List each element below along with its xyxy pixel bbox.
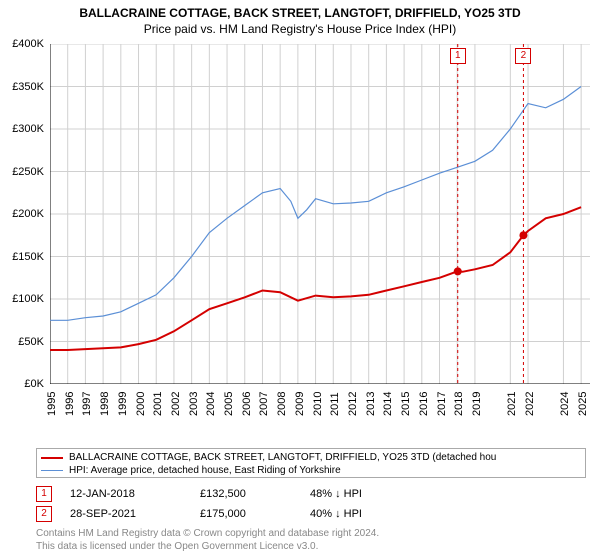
y-tick-label: £150K: [12, 251, 44, 263]
x-tick-label: 2002: [170, 392, 182, 416]
legend-row-property: BALLACRAINE COTTAGE, BACK STREET, LANGTO…: [41, 451, 581, 464]
x-tick-label: 1997: [81, 392, 93, 416]
x-tick-label: 2013: [365, 392, 377, 416]
x-tick-label: 2005: [223, 392, 235, 416]
sales-date-1: 12-JAN-2018: [70, 488, 200, 500]
x-tick-label: 2014: [382, 392, 394, 416]
sales-pct-1: 48% ↓ HPI: [310, 488, 430, 500]
x-tick-label: 2016: [418, 392, 430, 416]
footer-line2: This data is licensed under the Open Gov…: [36, 541, 379, 554]
chart-area: £0K£50K£100K£150K£200K£250K£300K£350K£40…: [50, 44, 590, 406]
y-tick-label: £50K: [18, 336, 44, 348]
x-tick-label: 2008: [276, 392, 288, 416]
sales-marker-2: 2: [36, 506, 52, 522]
chart-svg: [50, 44, 590, 384]
x-tick-label: 2025: [577, 392, 589, 416]
y-tick-label: £300K: [12, 123, 44, 135]
x-tick-label: 2003: [188, 392, 200, 416]
y-tick-label: £350K: [12, 81, 44, 93]
x-tick-label: 1999: [117, 392, 129, 416]
title-line1: BALLACRAINE COTTAGE, BACK STREET, LANGTO…: [0, 6, 600, 20]
legend-row-hpi: HPI: Average price, detached house, East…: [41, 464, 581, 477]
sale-marker-box: 1: [450, 48, 466, 64]
legend: BALLACRAINE COTTAGE, BACK STREET, LANGTO…: [36, 448, 586, 478]
sales-table: 1 12-JAN-2018 £132,500 48% ↓ HPI 2 28-SE…: [36, 484, 430, 524]
footer: Contains HM Land Registry data © Crown c…: [36, 528, 379, 553]
sales-row-2: 2 28-SEP-2021 £175,000 40% ↓ HPI: [36, 504, 430, 524]
x-tick-label: 2010: [312, 392, 324, 416]
x-tick-label: 2012: [347, 392, 359, 416]
x-tick-label: 2017: [436, 392, 448, 416]
legend-label-property: BALLACRAINE COTTAGE, BACK STREET, LANGTO…: [69, 452, 496, 463]
title-line2: Price paid vs. HM Land Registry's House …: [0, 22, 600, 36]
x-tick-label: 1998: [99, 392, 111, 416]
legend-label-hpi: HPI: Average price, detached house, East…: [69, 465, 341, 476]
x-tick-label: 2011: [329, 392, 341, 416]
x-tick-label: 1995: [46, 392, 58, 416]
sales-row-1: 1 12-JAN-2018 £132,500 48% ↓ HPI: [36, 484, 430, 504]
sales-date-2: 28-SEP-2021: [70, 508, 200, 520]
sales-price-2: £175,000: [200, 508, 310, 520]
title-block: BALLACRAINE COTTAGE, BACK STREET, LANGTO…: [0, 0, 600, 36]
y-tick-label: £0K: [24, 378, 44, 390]
x-tick-label: 2024: [559, 392, 571, 416]
x-tick-label: 2004: [205, 392, 217, 416]
y-tick-label: £400K: [12, 38, 44, 50]
legend-swatch-hpi: [41, 470, 63, 471]
x-tick-label: 2018: [453, 392, 465, 416]
chart-container: BALLACRAINE COTTAGE, BACK STREET, LANGTO…: [0, 0, 600, 560]
footer-line1: Contains HM Land Registry data © Crown c…: [36, 528, 379, 541]
sale-marker-box: 2: [515, 48, 531, 64]
sales-pct-2: 40% ↓ HPI: [310, 508, 430, 520]
x-tick-label: 1996: [64, 392, 76, 416]
x-tick-label: 2001: [152, 392, 164, 416]
legend-swatch-property: [41, 457, 63, 459]
x-tick-label: 2007: [258, 392, 270, 416]
x-tick-label: 2009: [294, 392, 306, 416]
y-tick-label: £200K: [12, 208, 44, 220]
y-tick-label: £100K: [12, 293, 44, 305]
x-tick-label: 2015: [400, 392, 412, 416]
sales-marker-1: 1: [36, 486, 52, 502]
x-tick-label: 2021: [506, 392, 518, 416]
x-tick-label: 2006: [241, 392, 253, 416]
sales-price-1: £132,500: [200, 488, 310, 500]
x-tick-label: 2000: [135, 392, 147, 416]
y-tick-label: £250K: [12, 166, 44, 178]
x-tick-label: 2022: [524, 392, 536, 416]
x-tick-label: 2019: [471, 392, 483, 416]
